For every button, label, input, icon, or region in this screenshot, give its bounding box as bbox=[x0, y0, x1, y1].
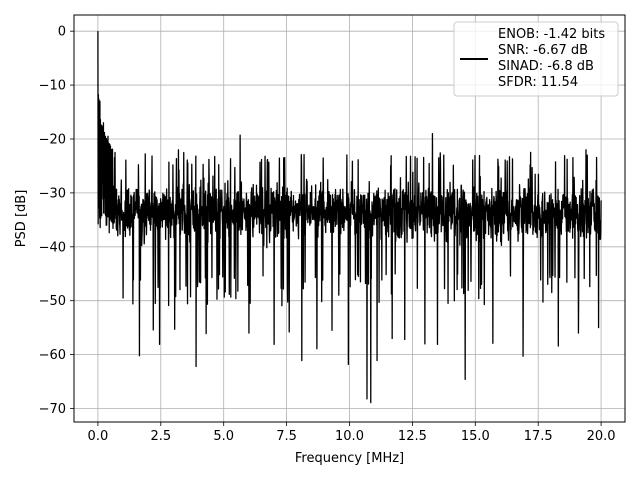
y-tick-label: −70 bbox=[39, 402, 66, 417]
x-tick-label: 0.0 bbox=[88, 429, 109, 444]
legend-line-sinad: SINAD: -6.8 dB bbox=[498, 59, 594, 74]
y-tick-label: −60 bbox=[39, 348, 66, 363]
y-tick-label: −50 bbox=[39, 294, 66, 309]
x-axis: 0.0 2.5 5.0 7.5 10.0 12.5 15.0 17.5 20.0 bbox=[88, 422, 616, 444]
x-axis-label: Frequency [MHz] bbox=[295, 451, 404, 466]
legend-line-sfdr: SFDR: 11.54 bbox=[498, 75, 578, 90]
legend-box bbox=[453, 21, 619, 97]
legend-line-snr: SNR: -6.67 dB bbox=[498, 43, 588, 58]
y-axis: 0 −10 −20 −30 −40 −50 −60 −70 bbox=[39, 25, 74, 417]
x-tick-label: 2.5 bbox=[150, 429, 171, 444]
x-tick-label: 12.5 bbox=[398, 429, 427, 444]
psd-series-line bbox=[97, 31, 602, 404]
x-tick-label: 5.0 bbox=[213, 429, 234, 444]
legend: ENOB: -1.42 bits SNR: -6.67 dB SINAD: -6… bbox=[453, 21, 619, 97]
y-tick-label: −40 bbox=[39, 240, 66, 255]
x-tick-label: 15.0 bbox=[461, 429, 490, 444]
x-tick-label: 10.0 bbox=[335, 429, 364, 444]
legend-line-enob: ENOB: -1.42 bits bbox=[498, 27, 605, 42]
x-tick-label: 20.0 bbox=[587, 429, 616, 444]
x-tick-label: 7.5 bbox=[276, 429, 297, 444]
series-layer bbox=[97, 31, 602, 404]
y-axis-label: PSD [dB] bbox=[14, 190, 29, 248]
y-tick-label: 0 bbox=[58, 25, 66, 40]
y-tick-label: −30 bbox=[39, 186, 66, 201]
y-tick-label: −20 bbox=[39, 132, 66, 147]
x-tick-label: 17.5 bbox=[524, 429, 553, 444]
y-tick-label: −10 bbox=[39, 79, 66, 94]
